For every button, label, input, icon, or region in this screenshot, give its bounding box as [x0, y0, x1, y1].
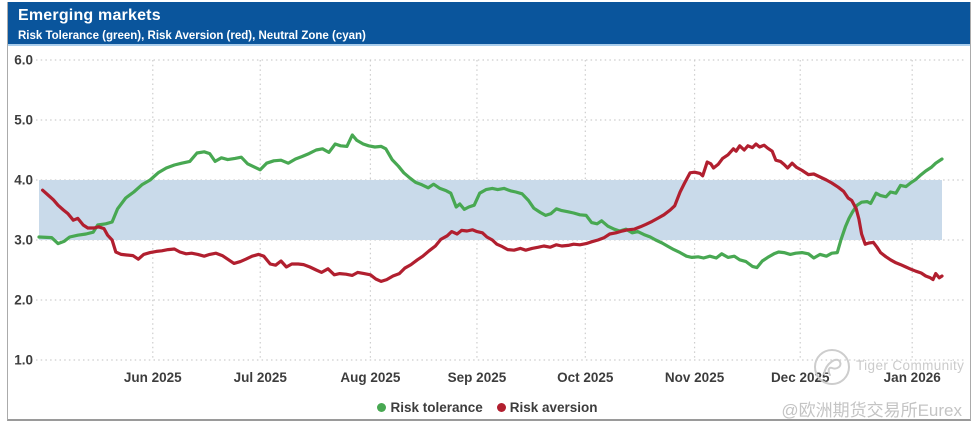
chart-legend: Risk tolerance Risk aversion — [0, 396, 975, 418]
x-tick-label: Aug 2025 — [340, 370, 401, 385]
y-tick-label: 6.0 — [14, 53, 33, 68]
y-tick-label: 4.0 — [14, 173, 33, 188]
y-tick-label: 5.0 — [14, 113, 33, 128]
x-tick-label: Sep 2025 — [448, 370, 507, 385]
series-line-risk-tolerance — [37, 133, 944, 270]
x-tick-label: Nov 2025 — [665, 370, 725, 385]
legend-label: Risk tolerance — [390, 399, 483, 415]
chart-header: Emerging markets Risk Tolerance (green),… — [8, 2, 970, 46]
x-tick-label: Oct 2025 — [557, 370, 614, 385]
legend-item-risk-aversion: Risk aversion — [496, 399, 598, 415]
risk-aversion-dot-icon — [496, 402, 506, 412]
x-tick-label: Dec 2025 — [771, 370, 830, 385]
series-line-risk-aversion — [40, 142, 944, 283]
y-tick-label: 1.0 — [14, 353, 33, 368]
tiger-logo-icon — [814, 349, 850, 385]
chart-subtitle: Risk Tolerance (green), Risk Aversion (r… — [18, 30, 366, 42]
y-tick-label: 3.0 — [14, 233, 33, 248]
social-watermark: @欧洲期货交易所Eurex — [781, 401, 962, 420]
tiger-community-watermark: Tiger Community — [856, 358, 965, 373]
x-tick-label: Jan 2026 — [884, 370, 942, 385]
x-tick-label: Jul 2025 — [234, 370, 288, 385]
chart-title: Emerging markets — [18, 7, 161, 24]
x-tick-label: Jun 2025 — [124, 370, 182, 385]
legend-label: Risk aversion — [509, 399, 598, 415]
y-tick-label: 2.0 — [14, 293, 33, 308]
risk-tolerance-dot-icon — [377, 402, 387, 412]
legend-item-risk-tolerance: Risk tolerance — [377, 399, 483, 415]
